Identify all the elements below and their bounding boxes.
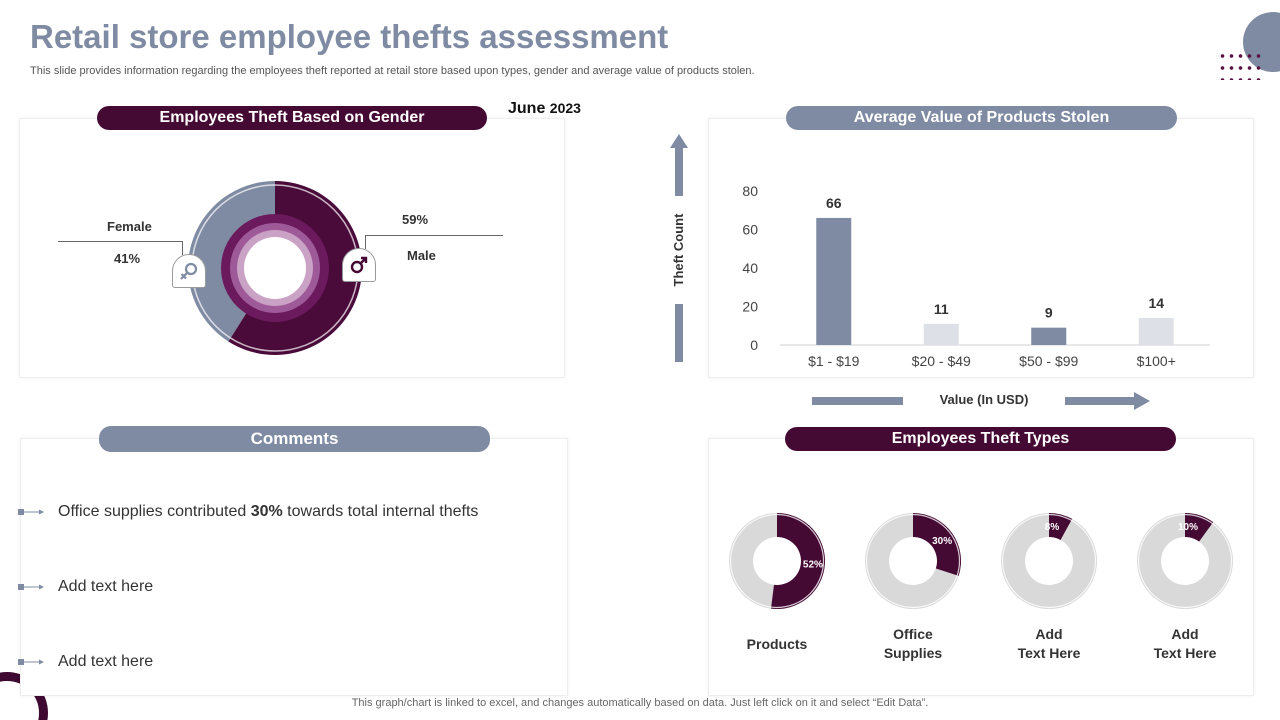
donut-category-label-line: Text Here bbox=[1017, 645, 1081, 661]
donut-category-label-line: Add bbox=[1171, 626, 1199, 642]
donut-category-label: Office Supplies bbox=[863, 625, 963, 663]
x-axis-title: Value (In USD) bbox=[903, 389, 1065, 411]
donut-value-label: 52% bbox=[803, 559, 823, 570]
donut-hole bbox=[753, 537, 801, 585]
bar bbox=[923, 323, 959, 345]
donut-hole bbox=[1161, 537, 1209, 585]
theft-type-donut: 10% bbox=[1137, 513, 1233, 609]
y-tick-label: 0 bbox=[750, 337, 758, 353]
donut-category-label-line: Products bbox=[746, 636, 808, 652]
footer-note: This graph/chart is linked to excel, and… bbox=[351, 697, 929, 709]
bar bbox=[1031, 327, 1067, 345]
theft-type-donut: 52% bbox=[729, 513, 825, 609]
donut-category-label-line: Supplies bbox=[883, 645, 943, 661]
y-axis-title: Theft Count bbox=[669, 196, 689, 304]
male-symbol-icon bbox=[342, 248, 376, 282]
date-month: June bbox=[508, 100, 546, 117]
donut-category-label-line: Text Here bbox=[1153, 645, 1217, 661]
page-title: Retail store employee thefts assessment bbox=[30, 18, 669, 55]
donut-value-label: 30% bbox=[932, 536, 952, 547]
theft-type-donut: 30% bbox=[865, 513, 961, 609]
date-year: 2023 bbox=[549, 100, 581, 116]
female-callout-line-vertical bbox=[182, 241, 183, 255]
y-tick-label: 40 bbox=[742, 260, 758, 276]
donut-value-label: 10% bbox=[1178, 522, 1198, 533]
comment-item: Office supplies contributed 30% towards … bbox=[58, 503, 479, 520]
donut-hole bbox=[889, 537, 937, 585]
gender-panel-title: Employees Theft Based on Gender bbox=[97, 106, 487, 130]
bar bbox=[1138, 318, 1174, 345]
donut-category-label: Add Text Here bbox=[1135, 625, 1235, 663]
female-symbol-icon bbox=[172, 254, 206, 288]
decorative-dots bbox=[1218, 50, 1262, 80]
donut-category-label: Products bbox=[727, 635, 827, 654]
gender-donut-hole bbox=[244, 237, 306, 299]
bullet-arrow-icon bbox=[18, 509, 44, 515]
bar-value-label: 14 bbox=[1148, 295, 1164, 311]
x-tick-label: $1 - $19 bbox=[808, 353, 860, 369]
bullet-arrow-icon bbox=[18, 584, 44, 590]
x-tick-label: $100+ bbox=[1137, 353, 1176, 369]
y-tick-label: 20 bbox=[742, 299, 758, 315]
male-callout-line-vertical bbox=[365, 235, 366, 249]
value-panel-title: Average Value of Products Stolen bbox=[786, 106, 1177, 130]
donut-category-label-line: Office bbox=[893, 626, 933, 642]
gender-donut-chart bbox=[188, 181, 362, 355]
bullet-arrow-icon bbox=[18, 659, 44, 665]
comment-item: Add text here bbox=[58, 578, 154, 595]
bar-value-label: 66 bbox=[826, 195, 842, 211]
male-callout-line bbox=[365, 235, 503, 236]
theft-type-donut: 8% bbox=[1001, 513, 1097, 609]
donut-category-label: Add Text Here bbox=[999, 625, 1099, 663]
bar bbox=[816, 217, 852, 345]
male-label: Male bbox=[407, 248, 436, 263]
comments-panel bbox=[20, 438, 568, 696]
female-value: 41% bbox=[114, 251, 141, 266]
donut-value-label: 8% bbox=[1045, 522, 1060, 533]
x-tick-label: $20 - $49 bbox=[912, 353, 971, 369]
types-panel-title: Employees Theft Types bbox=[785, 427, 1176, 451]
female-callout-line bbox=[58, 241, 183, 242]
y-tick-label: 80 bbox=[742, 183, 758, 199]
value-bar-chart: 0 20 40 60 80 66 $1 - $19 11 $20 - $49 9 $50 - $9… bbox=[742, 183, 1210, 369]
comments-panel-title: Comments bbox=[99, 426, 490, 452]
female-label: Female bbox=[107, 219, 152, 234]
comment-item: Add text here bbox=[58, 653, 154, 670]
x-tick-label: $50 - $99 bbox=[1019, 353, 1078, 369]
bar-value-label: 9 bbox=[1045, 305, 1053, 321]
donut-hole bbox=[1025, 537, 1073, 585]
male-value: 59% bbox=[402, 212, 429, 227]
bar-value-label: 11 bbox=[934, 301, 949, 317]
report-date: June 2023 bbox=[508, 100, 581, 118]
y-tick-label: 60 bbox=[742, 222, 758, 238]
donut-category-label-line: Add bbox=[1035, 626, 1063, 642]
page-subtitle: This slide provides information regardin… bbox=[30, 65, 755, 77]
